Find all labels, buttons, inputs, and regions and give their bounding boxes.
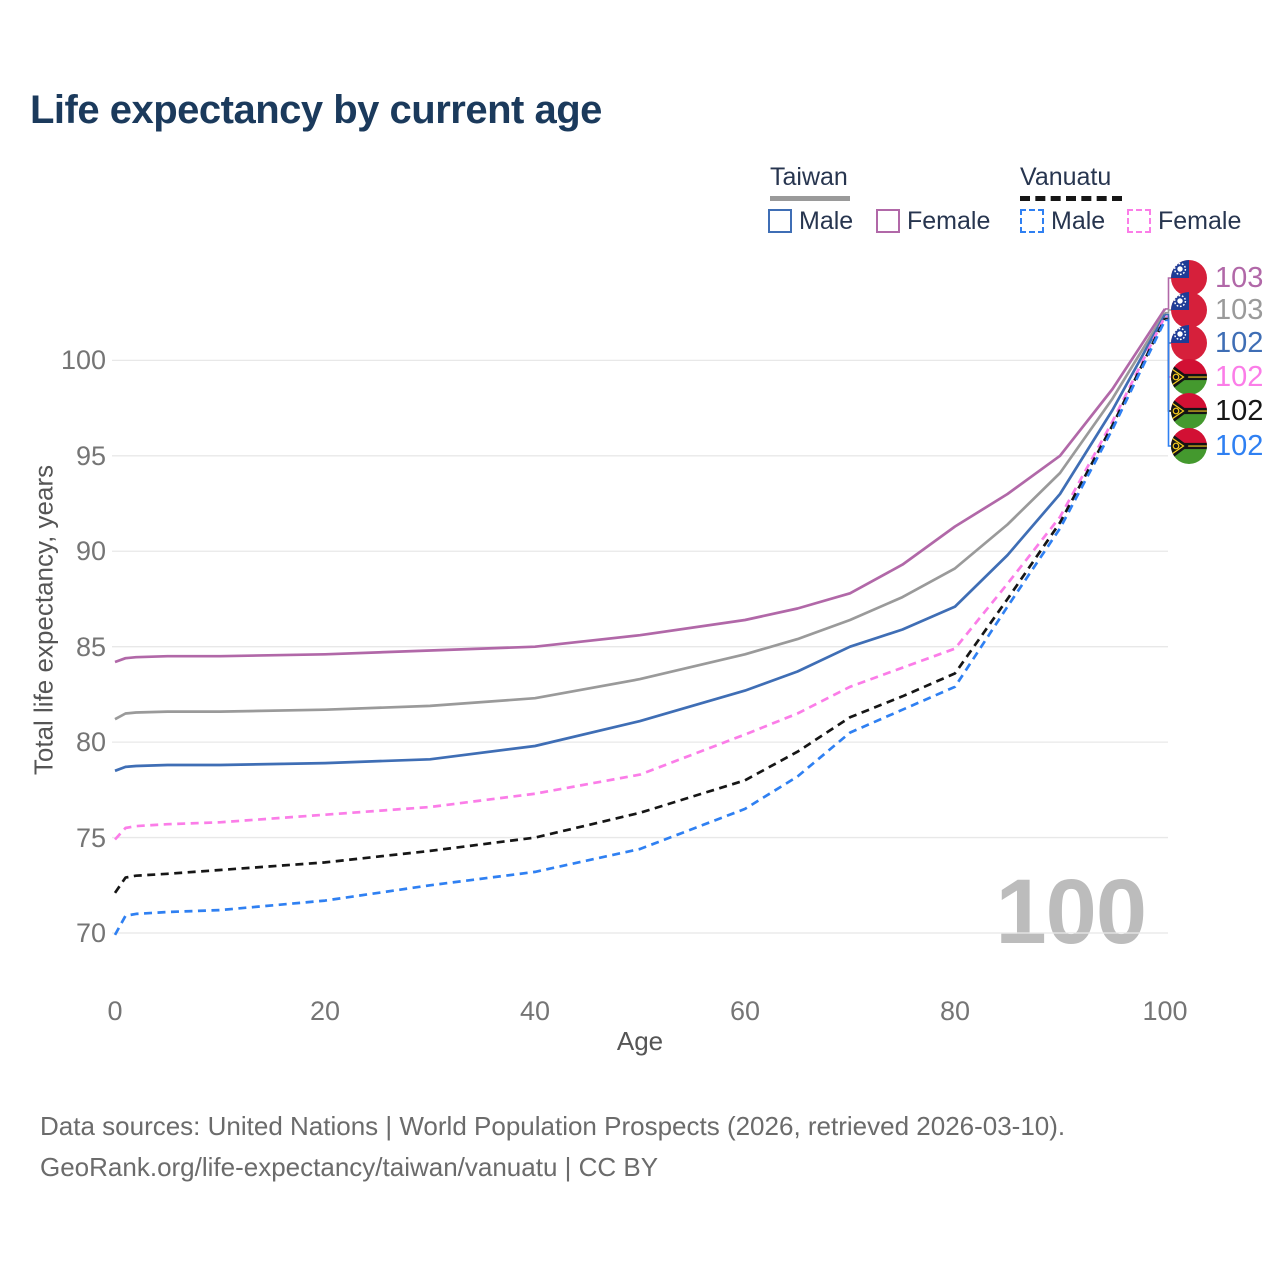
taiwan-male-swatch-icon bbox=[768, 209, 792, 233]
x-tick-label-40: 40 bbox=[519, 996, 551, 1026]
end-label-row: 102 bbox=[1171, 393, 1263, 429]
attribution-text: GeoRank.org/life-expectancy/taiwan/vanua… bbox=[40, 1152, 659, 1182]
series-line-taiwan-total bbox=[114, 311, 1167, 721]
taiwan-female-swatch-icon bbox=[876, 209, 900, 233]
legend-item-taiwan-male[interactable]: Male bbox=[768, 206, 853, 236]
x-tick-label-100: 100 bbox=[1142, 996, 1188, 1026]
legend-item-label: Male bbox=[799, 206, 854, 235]
y-tick-label-80: 80 bbox=[75, 727, 106, 758]
taiwan-flag-icon bbox=[1171, 260, 1207, 296]
taiwan-flag-icon bbox=[1171, 325, 1207, 361]
series-line-taiwan-female bbox=[114, 308, 1167, 664]
series-line-vanuatu-male bbox=[113, 319, 1167, 936]
taiwan-flag-icon bbox=[1171, 292, 1207, 328]
end-label-connector-taiwan-total bbox=[1165, 309, 1172, 314]
y-tick-label-95: 95 bbox=[75, 440, 106, 471]
legend-item-taiwan-female[interactable]: Female bbox=[876, 206, 990, 236]
x-axis-title: Age bbox=[616, 1026, 664, 1056]
y-axis-title: Total life expectancy, years bbox=[28, 464, 59, 776]
end-label-value: 102 bbox=[1215, 394, 1264, 427]
x-tick-label-60: 60 bbox=[729, 996, 761, 1026]
y-tick-label-75: 75 bbox=[75, 822, 106, 853]
end-label-row: 102 bbox=[1171, 325, 1263, 361]
vanuatu-flag-icon bbox=[1171, 428, 1207, 464]
vanuatu-male-swatch-icon bbox=[1020, 209, 1044, 233]
legend-item-vanuatu-male[interactable]: Male bbox=[1020, 206, 1105, 236]
legend-group-taiwan: Taiwan bbox=[770, 163, 848, 191]
x-tick-label-20: 20 bbox=[309, 996, 341, 1026]
legend-group-vanuatu: Vanuatu bbox=[1020, 163, 1112, 191]
chart-title: Life expectancy by current age bbox=[30, 88, 602, 132]
legend-item-label: Female bbox=[1158, 206, 1242, 235]
legend-item-label: Male bbox=[1051, 206, 1106, 235]
end-label-connector-taiwan-female bbox=[1165, 277, 1172, 310]
end-label-row: 102 bbox=[1171, 428, 1263, 464]
vanuatu-dashed-line-swatch bbox=[1020, 196, 1122, 201]
end-label-row: 102 bbox=[1171, 359, 1263, 395]
vanuatu-female-swatch-icon bbox=[1127, 209, 1151, 233]
end-label-value: 102 bbox=[1215, 360, 1264, 393]
x-tick-label-0: 0 bbox=[107, 996, 123, 1026]
end-label-row: 103 bbox=[1171, 260, 1263, 296]
age-counter-watermark: 100 bbox=[995, 861, 1147, 963]
taiwan-solid-line-swatch bbox=[770, 196, 850, 201]
y-tick-label-100: 100 bbox=[60, 345, 106, 376]
legend-item-vanuatu-female[interactable]: Female bbox=[1127, 206, 1241, 236]
x-tick-label-80: 80 bbox=[939, 996, 971, 1026]
vanuatu-flag-icon bbox=[1171, 359, 1207, 395]
series-line-vanuatu-female bbox=[114, 315, 1167, 841]
end-label-connector-vanuatu-male bbox=[1165, 319, 1172, 447]
footer: Data sources: United Nations | World Pop… bbox=[40, 1106, 1065, 1188]
end-label-value: 103 bbox=[1215, 261, 1264, 294]
end-label-value: 102 bbox=[1215, 429, 1264, 462]
y-tick-label-70: 70 bbox=[75, 918, 106, 948]
end-label-row: 103 bbox=[1171, 292, 1263, 328]
legend-item-label: Female bbox=[907, 206, 991, 235]
y-tick-label-85: 85 bbox=[75, 631, 106, 662]
series-line-vanuatu-total bbox=[113, 317, 1167, 894]
end-label-value: 103 bbox=[1215, 293, 1264, 326]
series-line-taiwan-male bbox=[114, 313, 1167, 773]
y-tick-label-90: 90 bbox=[75, 536, 106, 567]
end-label-value: 102 bbox=[1215, 326, 1264, 359]
vanuatu-flag-icon bbox=[1171, 393, 1207, 429]
data-sources-text: Data sources: United Nations | World Pop… bbox=[40, 1111, 1066, 1141]
